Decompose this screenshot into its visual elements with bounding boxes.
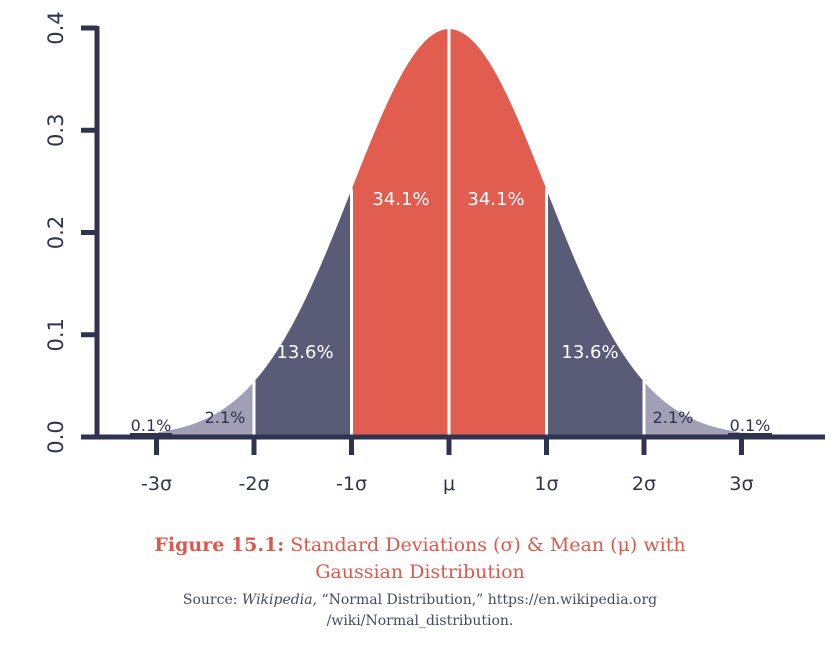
figure-title-line2: Gaussian Distribution: [315, 561, 525, 583]
region-labels: 0.1% 2.1% 13.6% 34.1% 34.1% 13.6% 2.1% 0.1%: [130, 189, 772, 435]
figure-caption: Figure 15.1: Standard Deviations (σ) & M…: [0, 532, 840, 586]
x-tick-label: μ: [443, 473, 455, 495]
y-tick-label: 0.2: [44, 216, 68, 249]
x-tick-label: -2σ: [239, 473, 270, 495]
region-label-4: 34.1%: [372, 189, 429, 210]
region-label-3: 13.6%: [276, 342, 333, 363]
region-label-6: 13.6%: [561, 342, 618, 363]
y-tick-label: 0.1: [44, 318, 68, 351]
x-tick-label: -3σ: [141, 473, 172, 495]
figure-source: Source: Wikipedia, “Normal Distribution,…: [0, 590, 840, 632]
x-tick-label: -1σ: [336, 473, 367, 495]
region-label-7: 2.1%: [653, 408, 694, 427]
region-label-1: 0.1%: [131, 416, 172, 435]
region-7: [644, 381, 742, 437]
region-label-8: 0.1%: [730, 416, 771, 435]
figure-title-line1: Standard Deviations (σ) & Mean (μ) with: [290, 534, 686, 556]
region-2: [156, 381, 254, 437]
source-line2: /wiki/Normal_distribution.: [326, 613, 514, 629]
source-rest: , “Normal Distribution,” https://en.wiki…: [312, 592, 658, 608]
figure-label: Figure 15.1:: [154, 534, 285, 556]
axes: 0.0 0.1 0.2 0.3 0.4 -3σ -2σ -1σ μ 1σ 2σ 3σ: [44, 11, 825, 495]
region-label-2: 2.1%: [205, 408, 246, 427]
normal-distribution-chart: 0.0 0.1 0.2 0.3 0.4 -3σ -2σ -1σ μ 1σ 2σ 3σ 0.1% 2.1%…: [44, 11, 825, 495]
y-tick-label: 0.3: [44, 114, 68, 147]
source-italic: Wikipedia: [241, 592, 313, 608]
y-tick-label: 0.4: [44, 11, 68, 44]
region-6: [546, 189, 644, 437]
region-label-5: 34.1%: [467, 189, 524, 210]
x-tick-label: 2σ: [632, 473, 656, 495]
region-3: [254, 189, 352, 437]
region-4: [351, 29, 449, 438]
y-tick-label: 0.0: [44, 420, 68, 453]
x-tick-label: 1σ: [534, 473, 558, 495]
source-prefix: Source:: [182, 592, 242, 608]
region-5: [449, 29, 547, 438]
region-dividers: [155, 28, 743, 437]
distribution-regions: [107, 29, 791, 438]
x-tick-label: 3σ: [729, 473, 753, 495]
